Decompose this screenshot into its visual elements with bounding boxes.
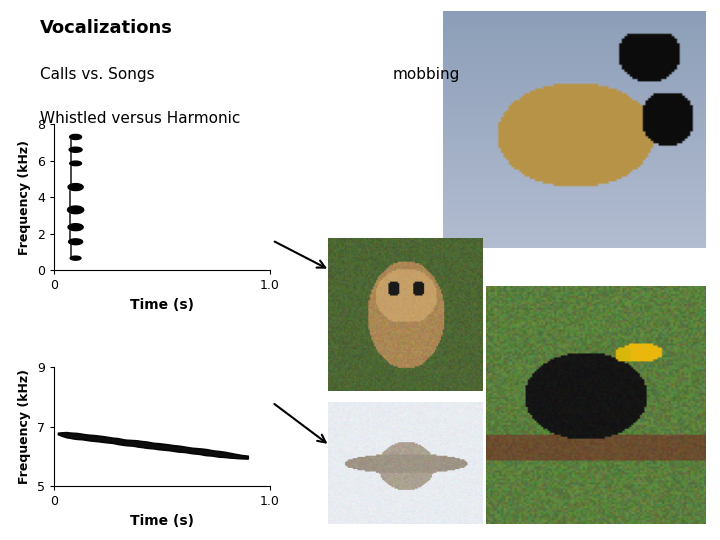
Text: Vocalizations: Vocalizations <box>40 19 173 37</box>
Y-axis label: Frequency (kHz): Frequency (kHz) <box>19 140 32 254</box>
X-axis label: Time (s): Time (s) <box>130 514 194 528</box>
Polygon shape <box>68 224 84 231</box>
Polygon shape <box>68 206 84 214</box>
Text: Whistled versus Harmonic: Whistled versus Harmonic <box>40 111 240 126</box>
Text: Calls vs. Songs: Calls vs. Songs <box>40 68 154 83</box>
Polygon shape <box>58 433 248 459</box>
Polygon shape <box>68 239 83 245</box>
Polygon shape <box>70 161 81 166</box>
Y-axis label: Frequency (kHz): Frequency (kHz) <box>19 369 32 484</box>
X-axis label: Time (s): Time (s) <box>130 298 194 312</box>
Polygon shape <box>68 184 84 191</box>
Polygon shape <box>70 134 81 139</box>
Polygon shape <box>71 256 81 260</box>
Text: mobbing: mobbing <box>392 68 460 83</box>
Polygon shape <box>69 147 82 152</box>
